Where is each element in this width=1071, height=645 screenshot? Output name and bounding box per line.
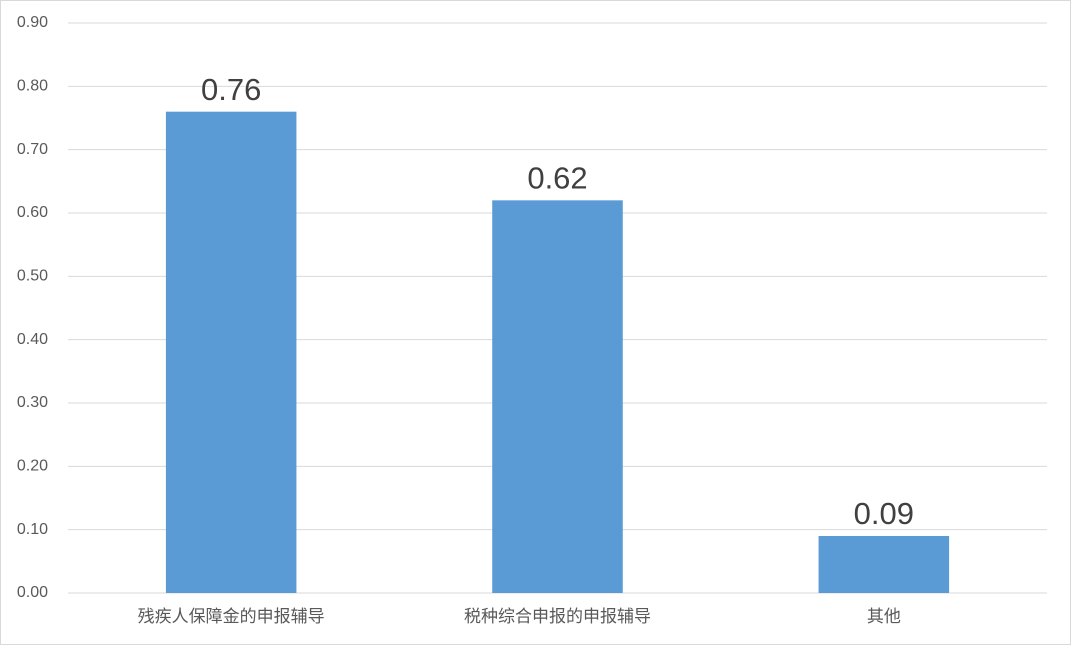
y-tick-label: 0.70 bbox=[17, 141, 48, 158]
y-tick-label: 0.80 bbox=[17, 78, 48, 95]
x-tick-label: 税种综合申报的申报辅导 bbox=[464, 607, 651, 627]
y-tick-label: 0.20 bbox=[17, 458, 48, 475]
y-tick-label: 0.90 bbox=[17, 14, 48, 31]
bar bbox=[818, 536, 950, 593]
y-tick-label: 0.40 bbox=[17, 331, 48, 348]
x-tick-label: 残疾人保障金的申报辅导 bbox=[138, 607, 325, 627]
y-tick-label: 0.30 bbox=[17, 394, 48, 411]
x-tick-label: 其他 bbox=[867, 607, 901, 627]
bar bbox=[165, 111, 297, 594]
value-label: 0.09 bbox=[854, 496, 914, 531]
value-label: 0.76 bbox=[201, 72, 261, 107]
y-tick-label: 0.60 bbox=[17, 204, 48, 221]
value-label: 0.62 bbox=[527, 161, 587, 196]
y-tick-label: 0.10 bbox=[17, 521, 48, 538]
bar bbox=[492, 200, 623, 594]
y-tick-label: 0.50 bbox=[17, 268, 48, 285]
y-tick-label: 0.00 bbox=[17, 584, 48, 601]
